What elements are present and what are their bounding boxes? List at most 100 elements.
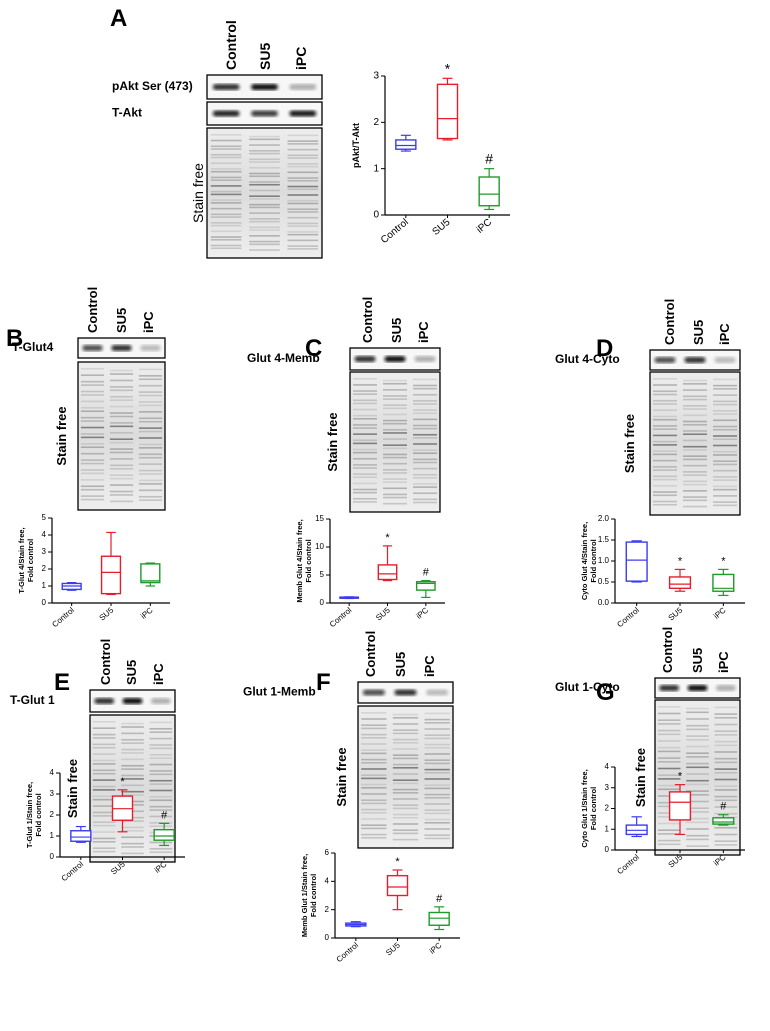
stain-band [121,752,144,754]
stain-band [92,824,116,827]
stain-band [80,446,105,449]
stain-band [413,452,437,455]
stain-band [383,422,407,425]
lane-label: SU5 [393,652,408,677]
x-tick-label: Control [50,605,76,629]
blot-band [289,84,317,90]
lane-label: SU5 [691,320,706,345]
significance-mark: # [436,893,443,905]
blot-band [362,689,385,696]
stain-band [249,249,280,251]
stain-band [657,788,681,791]
stain-band [657,784,681,787]
stain-band [383,496,407,499]
stain-band [392,792,419,794]
stain-band [383,379,407,382]
stain-band [714,723,738,726]
stain-band [657,829,681,831]
stain-band [361,762,387,764]
stain-band [210,190,242,193]
stain-band [413,461,437,464]
stain-band [353,427,377,429]
y-tick-label: 1.5 [598,535,610,544]
stain-band [424,762,450,765]
stain-band [210,170,242,173]
stain-band [121,836,144,839]
stain-band [210,185,242,187]
stain-band [686,817,709,820]
stain-band [121,830,144,832]
stain-band [713,438,737,441]
stain-band [383,462,407,465]
stain-band [109,458,134,460]
x-tick-label: Control [335,940,361,964]
stain-band [109,451,134,454]
lane-label: Control [223,20,239,70]
stain-band [683,474,707,476]
stain-band [686,756,709,758]
stain-band [392,713,419,716]
stain-band [109,490,134,493]
stain-band [383,493,407,496]
stain-band [683,480,707,483]
stain-band [713,460,737,463]
box [70,830,92,842]
stain-band [383,395,407,397]
stain-band [657,843,681,846]
stain-band [353,433,377,435]
stain-band [383,419,407,422]
stain-band [210,236,242,238]
stain-band [413,427,437,430]
box [668,576,692,590]
stain-band [210,207,242,210]
y-tick-label: 0.5 [598,577,610,586]
stain-band [109,467,134,470]
stain-band [686,838,709,841]
stain-band [249,226,280,229]
y-tick-label: 0 [373,210,379,221]
stain-band [92,831,116,833]
stain-band [392,782,419,785]
stain-band [149,848,173,850]
stain-band [714,734,738,736]
y-tick-label: 5 [42,513,47,522]
stain-band [424,793,450,796]
stain-band [109,441,134,444]
stain-band [121,742,144,744]
stain-band [424,753,450,755]
stain-band [653,403,677,405]
stain-band [383,413,407,416]
stain-band [653,453,677,456]
stain-band [683,483,707,486]
y-axis-label: T-Glut 4/Stain free, [17,527,26,593]
stain-band [210,156,242,159]
stain-band [653,418,677,421]
stain-band [392,788,419,791]
y-tick-label: 4 [42,530,47,539]
lane-label: SU5 [257,43,273,70]
stain-label: Stain free [334,747,349,806]
box [712,817,735,825]
x-tick-label: Control [60,859,86,883]
stain-band [657,761,681,763]
stain-band [149,851,173,854]
y-tick-label: 0 [605,845,610,854]
stain-band [109,412,134,414]
box [428,911,450,926]
stain-band [249,206,280,209]
stain-band [413,424,437,427]
stain-band [287,211,319,213]
stain-band [657,839,681,842]
lane-label: iPC [293,47,309,70]
box [415,581,436,591]
stain-band [249,152,280,155]
stain-band [713,495,737,497]
stain-band [287,199,319,202]
stain-band [383,382,407,385]
significance-mark: * [721,555,726,567]
stain-band [413,418,437,421]
stain-band [714,717,738,719]
stain-band [686,735,709,737]
stain-band [287,143,319,145]
stain-band [138,375,163,377]
